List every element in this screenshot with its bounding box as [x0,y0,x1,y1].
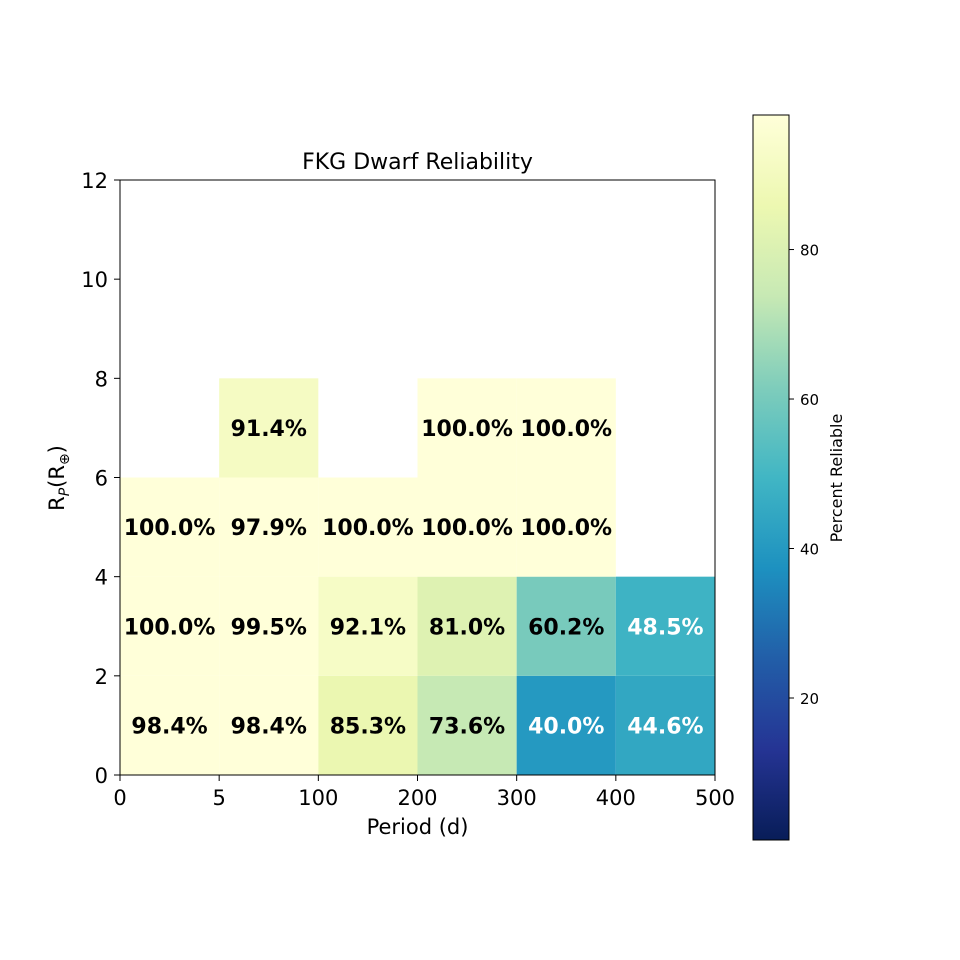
x-tick-label: 500 [695,786,735,810]
heatmap-cell [417,378,517,478]
x-tick-label: 400 [596,786,636,810]
x-axis-label: Period (d) [367,815,469,839]
colorbar-tick-label: 40 [800,541,819,559]
heatmap-cell [615,576,715,676]
heatmap-cell [417,576,517,676]
heatmap-cell [516,675,616,775]
cell-value-label: 73.6% [429,714,505,739]
heatmap-cell [318,576,418,676]
cell-value-label: 100.0% [421,417,513,442]
heatmap-cell [417,477,517,577]
cell-value-label: 100.0% [124,516,216,541]
heatmap-cell [318,675,418,775]
heatmap-cell [318,477,418,577]
y-axis-label: RP(R⊕) [45,445,73,511]
colorbar-tick-label: 80 [800,242,819,260]
heatmap-cell [219,576,319,676]
x-tick-label: 200 [397,786,437,810]
cell-value-label: 98.4% [131,714,207,739]
cell-value-label: 100.0% [124,615,216,640]
heatmap-cell [516,378,616,478]
y-tick-label: 0 [95,764,108,788]
colorbar [752,114,790,841]
heatmap-cell [120,576,220,676]
colorbar-tick-label: 20 [800,690,819,708]
y-tick-label: 4 [95,566,108,590]
x-tick-label: 300 [497,786,537,810]
cell-value-label: 85.3% [330,714,406,739]
colorbar-tick-label: 60 [800,391,819,409]
x-tick-label: 100 [298,786,338,810]
cell-value-label: 100.0% [520,417,612,442]
heatmap-cell [120,477,220,577]
heatmap-cell [615,675,715,775]
cell-value-label: 98.4% [231,714,307,739]
y-tick-label: 2 [95,665,108,689]
heatmap-cells [120,378,715,775]
heatmap-cell [219,378,319,478]
y-axis-ticks: 0 2 4 6 8 10 12 [81,169,120,788]
cell-value-label: 91.4% [231,417,307,442]
cell-value-label: 97.9% [231,516,307,541]
x-tick-label: 5 [212,786,225,810]
cell-value-label: 44.6% [627,714,703,739]
heatmap-cell [219,675,319,775]
chart-title: FKG Dwarf Reliability [302,150,533,175]
cell-value-label: 92.1% [330,615,406,640]
heatmap-cell [219,477,319,577]
cell-value-label: 60.2% [528,615,604,640]
cell-value-label: 100.0% [520,516,612,541]
heatmap-cell [516,576,616,676]
heatmap-cell [120,675,220,775]
colorbar-label: Percent Reliable [827,414,846,543]
y-tick-label: 10 [81,268,108,292]
cell-value-label: 100.0% [322,516,414,541]
cell-value-label: 81.0% [429,615,505,640]
heatmap-cell [516,477,616,577]
cell-value-label: 100.0% [421,516,513,541]
y-tick-label: 8 [95,367,108,391]
y-tick-label: 6 [95,467,108,491]
heatmap-cell-labels: 98.4% 98.4% 85.3% 73.6% 40.0% 44.6% 100.0% 99.5… [124,417,704,740]
cell-value-label: 99.5% [231,615,307,640]
cell-value-label: 48.5% [627,615,703,640]
cell-value-label: 40.0% [528,714,604,739]
x-tick-label: 0 [113,786,126,810]
x-axis-ticks: 0 5 100 200 300 400 500 [113,775,735,810]
colorbar-ticks: 20 40 60 80 [789,242,819,708]
y-tick-label: 12 [81,169,108,193]
heatmap-cell [417,675,517,775]
